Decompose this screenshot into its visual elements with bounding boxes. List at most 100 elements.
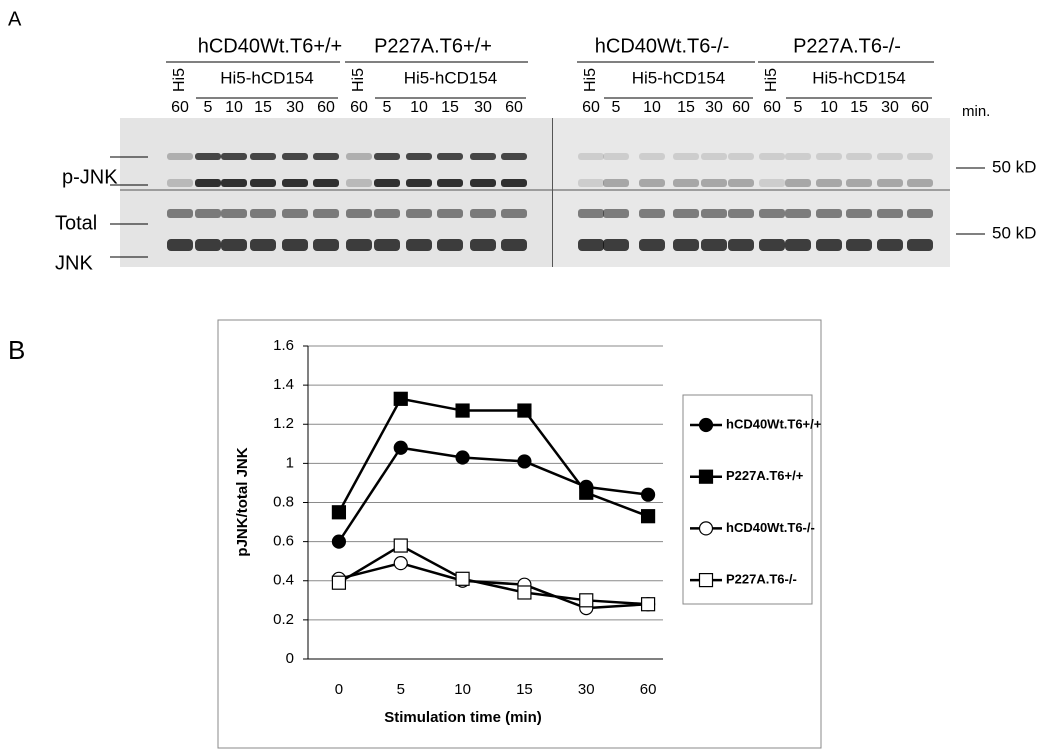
time-label: 5 (612, 99, 621, 116)
band (701, 209, 727, 218)
band (470, 239, 496, 251)
band (250, 153, 276, 160)
band (639, 179, 665, 187)
size-marker: 50 kD (992, 157, 1036, 176)
band (313, 209, 339, 218)
band (728, 239, 754, 251)
band (785, 153, 811, 160)
y-tick-label: 1.6 (273, 337, 294, 354)
band (282, 179, 308, 187)
y-tick-label: 0.8 (273, 493, 294, 510)
stimulus-label: Hi5-hCD154 (632, 68, 726, 87)
band (578, 239, 604, 251)
legend-label: P227A.T6+/+ (726, 468, 804, 483)
y-tick-label: 0.6 (273, 533, 294, 550)
marker (698, 469, 714, 484)
stimulus-label: Hi5-hCD154 (404, 68, 498, 87)
band (406, 209, 432, 218)
band (470, 179, 496, 187)
group-label: P227A.T6+/+ (374, 35, 492, 57)
x-tick-label: 30 (578, 681, 595, 698)
band (501, 209, 527, 218)
y-tick-label: 1.4 (273, 376, 294, 393)
y-tick-label: 0.2 (273, 611, 294, 628)
x-tick-label: 15 (516, 681, 533, 698)
marker (455, 450, 470, 465)
time-label: 5 (204, 99, 213, 116)
time-label: 30 (286, 99, 304, 116)
marker (579, 485, 594, 500)
group-label: hCD40Wt.T6-/- (595, 35, 729, 57)
band (846, 239, 872, 251)
time-label: 15 (677, 99, 695, 116)
control-label: Hi5 (763, 68, 780, 92)
band (501, 179, 527, 187)
band (578, 153, 604, 160)
marker (640, 487, 656, 502)
marker (393, 391, 408, 406)
band (816, 239, 842, 251)
band (250, 179, 276, 187)
marker (393, 538, 408, 553)
legend-label: P227A.T6-/- (726, 572, 797, 587)
band (877, 179, 903, 187)
band (167, 239, 193, 251)
control-label: Hi5 (582, 68, 599, 92)
band-label: p-JNK (62, 166, 118, 188)
band (346, 153, 372, 160)
band (406, 179, 432, 187)
marker (698, 572, 714, 588)
marker (640, 509, 656, 524)
legend-label: hCD40Wt.T6+/+ (726, 416, 822, 431)
time-label: 60 (763, 99, 781, 116)
time-label: 15 (441, 99, 459, 116)
band (167, 179, 193, 187)
band (195, 153, 221, 160)
y-tick-label: 0.4 (273, 572, 294, 589)
series-line (338, 544, 649, 606)
band (759, 179, 785, 187)
time-label: 60 (911, 99, 929, 116)
band (374, 209, 400, 218)
band (437, 179, 463, 187)
band (701, 239, 727, 251)
control-label: Hi5 (350, 68, 367, 92)
band (846, 209, 872, 218)
band (639, 239, 665, 251)
band (250, 239, 276, 251)
band (701, 153, 727, 160)
band (501, 153, 527, 160)
time-unit: min. (962, 103, 990, 120)
time-label: 60 (732, 99, 750, 116)
marker (579, 593, 594, 608)
band (603, 209, 629, 218)
band (785, 239, 811, 251)
band (673, 179, 699, 187)
band (250, 209, 276, 218)
x-tick-label: 10 (454, 681, 471, 698)
y-tick-label: 1.2 (273, 415, 294, 432)
series-line (337, 446, 649, 543)
band (578, 209, 604, 218)
marker (331, 505, 347, 520)
band (816, 209, 842, 218)
band (728, 179, 754, 187)
band (728, 153, 754, 160)
x-tick-label: 60 (640, 681, 657, 698)
band-label: JNK (55, 252, 93, 274)
time-label: 10 (820, 99, 838, 116)
band (195, 179, 221, 187)
y-tick-label: 0 (286, 650, 294, 667)
band (759, 239, 785, 251)
band (221, 239, 247, 251)
marker (331, 534, 347, 549)
band (759, 153, 785, 160)
band (701, 179, 727, 187)
group-label: P227A.T6-/- (793, 35, 901, 57)
marker (640, 597, 656, 612)
marker (393, 556, 408, 571)
legend-label: hCD40Wt.T6-/- (726, 520, 815, 535)
marker (698, 521, 714, 536)
time-label: 10 (225, 99, 243, 116)
